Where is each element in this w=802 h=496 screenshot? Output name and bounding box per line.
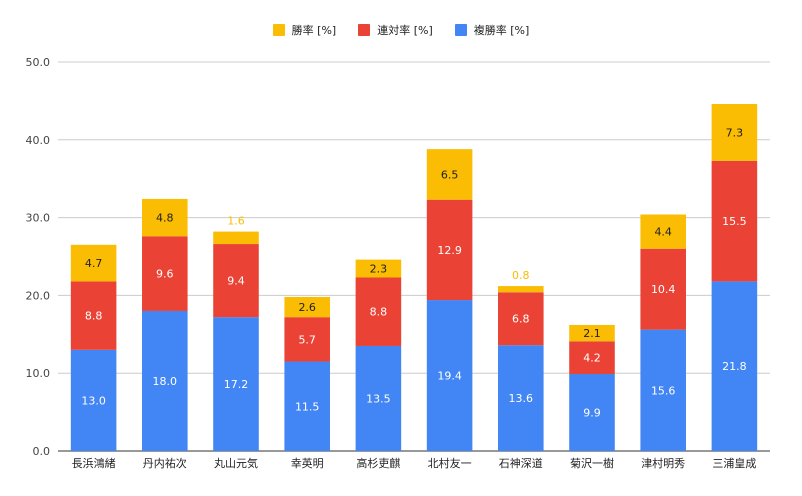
bar-segment (284, 317, 330, 362)
data-label: 13.6 (509, 392, 534, 405)
y-tick-label: 0.0 (33, 445, 51, 458)
bar-segment (284, 296, 330, 318)
bar-segment (213, 244, 259, 318)
bar-segment (213, 231, 259, 245)
data-label: 2.3 (370, 263, 388, 276)
data-label: 2.6 (298, 301, 316, 314)
data-label: 8.8 (370, 306, 388, 319)
y-tick-label: 20.0 (26, 289, 51, 302)
data-label: 10.4 (651, 283, 676, 296)
legend-swatch-place (454, 24, 467, 36)
x-tick-label: 長浜鴻緒 (72, 456, 116, 470)
data-label: 15.5 (722, 215, 747, 228)
bar-segment (498, 345, 544, 451)
legend-label-quinella: 連対率 [%] (377, 24, 433, 37)
bar-segment (498, 286, 544, 293)
legend-swatch-win (272, 24, 285, 36)
y-tick-label: 50.0 (26, 56, 51, 69)
legend-item-quinella: 連対率 [%] (358, 22, 433, 38)
data-label: 5.7 (298, 333, 316, 346)
bar-segment (640, 329, 686, 451)
bar-segment (70, 244, 117, 282)
data-label: 19.4 (437, 370, 462, 383)
data-label: 12.9 (437, 244, 462, 257)
bar-segment (355, 277, 402, 346)
y-tick-label: 30.0 (26, 212, 51, 225)
x-tick-label: 津村明秀 (641, 456, 685, 470)
data-label: 18.0 (153, 375, 178, 388)
data-label: 11.5 (295, 400, 320, 413)
bar-segment (426, 149, 473, 200)
x-tick-label: 北村友一 (428, 456, 472, 470)
legend-label-win: 勝率 [%] (291, 24, 337, 37)
legend: 勝率 [%] 連対率 [%] 複勝率 [%] (0, 22, 802, 38)
bar-segment (711, 104, 758, 161)
data-label: 17.2 (224, 378, 249, 391)
data-label: 0.8 (512, 269, 530, 282)
x-tick-label: 三浦皇成 (712, 456, 756, 470)
bar-segment (355, 345, 402, 451)
legend-label-place: 複勝率 [%] (473, 24, 530, 37)
data-label: 13.0 (81, 394, 106, 407)
y-tick-label: 40.0 (26, 134, 51, 147)
x-tick-label: 高杉吏麒 (356, 456, 400, 470)
bar-segment (70, 349, 117, 451)
bar-segment (426, 199, 473, 301)
x-tick-label: 石神深道 (499, 456, 543, 470)
data-label: 4.7 (85, 257, 103, 270)
x-tick-label: 菊沢一樹 (570, 456, 614, 470)
data-label: 4.2 (583, 352, 601, 365)
bar-segment (355, 259, 402, 278)
bar-segment (142, 198, 188, 237)
data-label: 9.4 (227, 275, 245, 288)
bar-segment (569, 324, 615, 342)
data-label: 2.1 (583, 327, 601, 340)
legend-swatch-quinella (358, 24, 371, 36)
y-tick-label: 10.0 (26, 367, 51, 380)
bar-segment (640, 214, 686, 249)
bar-segment (711, 281, 758, 451)
legend-item-place: 複勝率 [%] (454, 22, 530, 38)
data-label: 6.8 (512, 313, 530, 326)
bar-segment (426, 300, 473, 451)
data-label: 9.9 (583, 406, 601, 419)
data-label: 4.8 (156, 212, 174, 225)
data-label: 13.5 (366, 392, 391, 405)
bar-segment (70, 281, 117, 350)
data-label: 9.6 (156, 268, 174, 281)
bar-segment (284, 361, 330, 451)
bar-segment (569, 373, 615, 451)
data-label: 8.8 (85, 310, 103, 323)
bar-segment (569, 341, 615, 374)
bar-segment (711, 160, 758, 282)
bar-segment (213, 317, 259, 451)
bar-segment (142, 236, 188, 311)
data-label: 4.4 (654, 226, 672, 239)
bar-segment (498, 292, 544, 346)
data-label: 7.3 (726, 126, 744, 139)
x-tick-label: 幸英明 (291, 456, 324, 470)
bar-segment (142, 310, 188, 451)
x-tick-label: 丸山元気 (214, 456, 258, 470)
legend-item-win: 勝率 [%] (272, 22, 337, 38)
x-tick-label: 丹内祐次 (143, 456, 187, 470)
bar-segment (640, 248, 686, 330)
data-label: 15.6 (651, 384, 676, 397)
data-label: 6.5 (441, 168, 459, 181)
data-label: 1.6 (227, 215, 245, 228)
data-label: 21.8 (722, 360, 747, 373)
